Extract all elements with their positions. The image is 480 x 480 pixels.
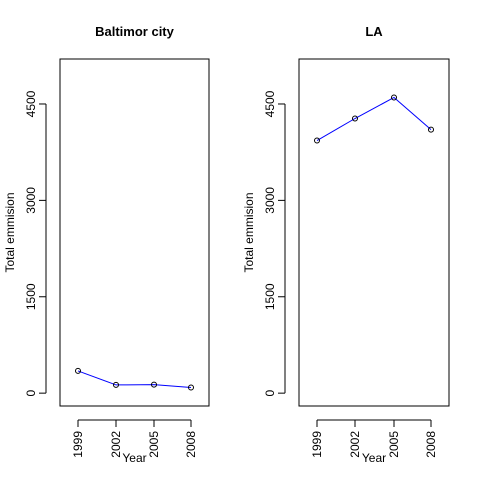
series-line (316, 96, 432, 141)
data-point (188, 384, 194, 391)
series-line (77, 370, 192, 388)
y-tick-label: 4500 (24, 90, 38, 117)
panel-baltimore: Baltimor city 0 1500 3000 4500 1999 2002 2005 20… (3, 24, 210, 465)
x-tick-label: 2008 (184, 431, 198, 458)
data-point (314, 137, 320, 144)
chart-title: LA (365, 24, 383, 39)
plot-frame (59, 58, 210, 407)
x-tick-label: 1999 (71, 431, 85, 458)
x-tick-label: 2005 (387, 431, 401, 458)
x-tick-label: 1999 (310, 431, 324, 458)
panel-la: LA 0 1500 3000 4500 1999 2002 2005 2008 Year Total… (242, 24, 450, 465)
y-tick-label: 0 (263, 389, 277, 396)
chart-title: Baltimor city (95, 24, 175, 39)
y-axis-label: Total emmision (3, 192, 17, 272)
data-point (391, 94, 397, 101)
y-tick-label: 1500 (263, 283, 277, 310)
data-point (428, 126, 434, 133)
x-tick-label: 2008 (424, 431, 438, 458)
x-axis-label: Year (362, 451, 386, 465)
plot-frame (298, 58, 450, 407)
y-tick-label: 1500 (24, 283, 38, 310)
data-point (75, 367, 81, 374)
data-point (151, 381, 157, 388)
y-axis-label: Total emmision (242, 192, 256, 272)
x-tick-label: 2005 (147, 431, 161, 458)
y-tick-label: 0 (24, 389, 38, 396)
y-tick-label: 3000 (24, 187, 38, 214)
x-tick-label: 2002 (348, 431, 362, 458)
y-tick-label: 4500 (263, 90, 277, 117)
data-point (352, 115, 358, 122)
data-point (113, 381, 119, 388)
y-tick-label: 3000 (263, 187, 277, 214)
x-tick-label: 2002 (109, 431, 123, 458)
x-axis-label: Year (122, 451, 146, 465)
